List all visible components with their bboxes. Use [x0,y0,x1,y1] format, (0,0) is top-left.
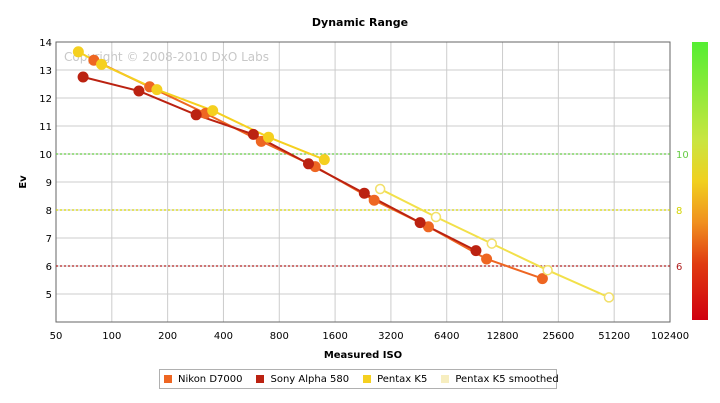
data-point [247,128,259,140]
legend-label: Sony Alpha 580 [270,373,350,385]
y-tick-label: 14 [39,38,52,49]
legend-item-sony-alpha-580[interactable]: Sony Alpha 580 [256,374,349,385]
x-tick-label: 200 [158,331,177,342]
legend-swatch-nikon-d7000 [164,375,172,383]
x-tick-label: 400 [214,331,233,342]
data-point [72,46,84,58]
y-tick-label: 6 [46,262,52,273]
data-point [358,187,370,199]
series-markers [72,46,330,166]
reference-line-label: 8 [676,206,682,217]
data-point [603,292,615,303]
y-tick-label: 8 [46,206,52,217]
data-point [263,131,275,143]
legend: Nikon D7000 Sony Alpha 580 Pentax K5 Pen… [159,369,559,389]
data-point [374,183,386,195]
series-line [82,76,477,252]
legend-item-pentax-k5[interactable]: Pentax K5 [363,374,427,385]
reference-line-label: 10 [676,150,689,161]
y-tick-label: 5 [46,290,52,301]
data-point [133,85,145,97]
x-tick-label: 50 [50,331,63,342]
data-point [430,211,442,223]
legend-item-nikon-d7000[interactable]: Nikon D7000 [164,374,242,385]
x-tick-label: 6400 [434,331,459,342]
y-tick-label: 7 [46,234,52,245]
chart-title: Dynamic Range [312,16,408,29]
x-tick-label: 800 [270,331,289,342]
data-point [542,264,553,276]
legend-label: Nikon D7000 [178,373,243,385]
data-point [77,71,89,83]
data-point [151,84,163,96]
series-pentax-k5 [77,50,325,161]
series-markers [77,71,482,257]
y-tick-label: 10 [39,150,52,161]
x-tick-label: 51200 [598,331,630,342]
x-tick-label: 25600 [542,331,574,342]
x-tick-label: 12800 [487,331,519,342]
series-sony-alpha-580 [82,76,477,252]
y-tick-labels: 5 6 7 8 9 10 11 12 13 14 [39,38,52,301]
y-tick-label: 9 [46,178,52,189]
series-markers [374,183,615,303]
copyright-watermark: Copyright © 2008-2010 DxO Labs [64,50,269,64]
data-point [481,253,493,265]
data-point [190,109,202,121]
x-axis-label: Measured ISO [324,350,402,361]
y-tick-label: 12 [39,94,52,105]
data-point [368,194,380,206]
dynamic-range-colorbar [692,42,708,320]
x-tick-label: 100 [102,331,121,342]
legend-swatch-sony-alpha-580 [256,375,265,383]
data-point [536,273,548,285]
data-point [470,245,482,257]
y-tick-label: 13 [39,66,52,77]
data-point [302,158,314,170]
x-tick-label: 1600 [322,331,347,342]
data-point [318,154,330,166]
reference-line-label: 6 [676,262,682,273]
legend-label: Pentax K5 smoothed [455,373,559,385]
series [72,46,615,303]
data-point [486,238,498,249]
legend-swatch-pentax-k5-smoothed [441,375,450,383]
x-tick-label: 3200 [378,331,403,342]
data-point [96,58,108,70]
plot-frame [55,41,671,323]
data-point [414,217,426,229]
x-tick-labels: 50 100 200 400 800 1600 3200 6400 12800 25600 5120… [50,331,689,342]
reference-lines: 10 8 6 [56,150,689,273]
series-line [77,50,325,161]
x-tick-label: 102400 [651,331,689,342]
data-point [207,105,219,117]
legend-swatch-pentax-k5 [363,375,372,383]
legend-label: Pentax K5 [377,373,428,385]
y-axis-label: Ev [18,175,29,189]
legend-item-pentax-k5-smoothed[interactable]: Pentax K5 smoothed [441,373,559,385]
y-tick-label: 11 [39,122,52,133]
